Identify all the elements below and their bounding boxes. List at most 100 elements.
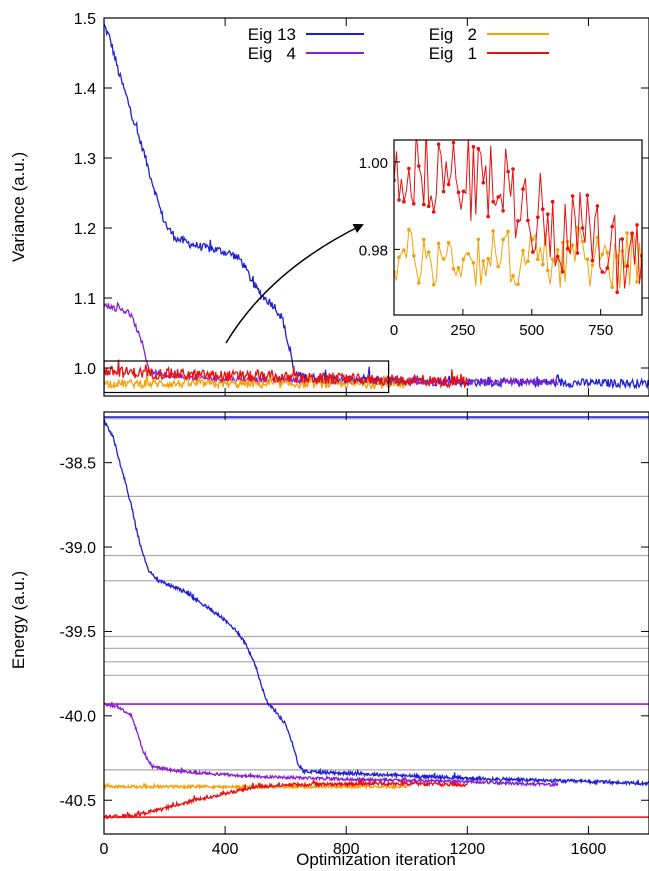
inset-series-eig2-point xyxy=(625,231,629,235)
inset-series-eig2-point xyxy=(486,256,491,261)
inset-series-eig1-point xyxy=(446,182,451,187)
inset-series-eig1-point xyxy=(486,214,491,219)
zoom-arrow xyxy=(225,224,364,344)
inset-series-eig2-point xyxy=(422,237,426,242)
inset-series-eig1-point xyxy=(476,146,481,151)
inset-series-eig2-point xyxy=(590,263,595,267)
inset-series-eig2-point xyxy=(397,255,401,259)
x-axis-label: Optimization iteration xyxy=(296,850,456,869)
inset-series-eig1-point xyxy=(630,231,634,235)
inset-series-eig1-point xyxy=(541,207,545,211)
inset-series-eig1-point xyxy=(580,226,585,230)
energy-y-tick-label: -39.0 xyxy=(60,540,97,557)
energy-x-ticks: 0 400 800 1200 1600 xyxy=(100,412,607,858)
inset-series-eig1-point xyxy=(610,224,614,229)
inset-series-eig2-point xyxy=(481,259,486,263)
inset-x-tick-label: 750 xyxy=(588,322,613,339)
inset-series-eig1-point xyxy=(605,266,610,270)
variance-inset: 0.98 1.00 0 250 500 750 xyxy=(359,135,643,339)
inset-series-eig2-point xyxy=(605,250,610,255)
inset-series-eig1-point xyxy=(501,209,505,213)
inset-x-tick-label: 0 xyxy=(390,322,398,339)
inset-series-eig2-point xyxy=(580,239,585,244)
energy-panel: -38.5 -39.0 -39.5 -40.0 -40.5 0 400 800 1200 160… xyxy=(9,411,649,869)
inset-series-eig2-point xyxy=(610,285,614,290)
inset-series-eig1-point xyxy=(575,251,580,255)
inset-series-eig2-point xyxy=(541,262,545,267)
zoom-highlight-box xyxy=(104,360,390,394)
inset-series-eig2-point xyxy=(407,227,411,232)
inset-series-eig1-point xyxy=(412,202,416,206)
inset-series-eig2-point xyxy=(570,243,575,247)
inset-series-eig2-point xyxy=(476,237,481,242)
inset-series-eig1-point xyxy=(526,218,530,223)
inset-series-eig2-point xyxy=(426,250,431,254)
inset-y-tick-label: 1.00 xyxy=(359,155,388,172)
inset-series-eig2-point xyxy=(635,280,639,284)
energy-x-tick-label: 1600 xyxy=(571,841,607,858)
energy-series-eig4 xyxy=(104,701,559,788)
energy-y-tick-label: -40.5 xyxy=(60,793,97,810)
inset-series-eig1-point xyxy=(615,290,619,295)
inset-series-eig2-point xyxy=(555,248,560,252)
energy-series-layer xyxy=(104,418,649,820)
inset-series-eig1-point xyxy=(506,169,510,174)
inset-series-eig1-point xyxy=(451,140,456,145)
energy-plot-frame xyxy=(103,411,649,835)
variance-panel: 1.0 1.1 1.2 1.3 1.4 1.5 Variance (a.u.) Eig 1… xyxy=(9,11,649,397)
inset-series-eig2-point xyxy=(417,281,421,285)
energy-series-eig1 xyxy=(104,778,468,820)
inset-series-eig1-point xyxy=(635,223,639,227)
inset-series-eig2-point xyxy=(585,257,590,262)
inset-x-tick-label: 500 xyxy=(519,322,544,339)
inset-series-eig2-point xyxy=(531,237,535,242)
inset-series-eig2-point xyxy=(521,248,525,253)
inset-series-eig1-point xyxy=(595,204,600,208)
variance-y-tick-label: 1.4 xyxy=(74,81,96,98)
energy-y-tick-label: -39.5 xyxy=(60,624,97,641)
inset-series-eig1-point xyxy=(531,250,535,254)
legend-label-eig1: Eig 1 xyxy=(429,44,477,63)
inset-series-eig1-point xyxy=(467,135,471,139)
inset-series-eig2-point xyxy=(436,241,441,246)
variance-y-tick-label: 1.1 xyxy=(74,291,96,308)
variance-x-ticks xyxy=(103,18,589,396)
inset-series-eig1-point xyxy=(600,270,605,274)
inset-series-eig1-point xyxy=(402,199,406,204)
inset-series-eig2-point xyxy=(446,240,451,245)
inset-series-eig2-point xyxy=(451,267,456,271)
inset-series-eig1-point xyxy=(436,142,441,146)
inset-series-eig1-point xyxy=(426,204,431,209)
inset-series-eig2-point xyxy=(491,229,496,233)
inset-ticks: 0.98 1.00 0 250 500 750 xyxy=(359,155,613,339)
inset-x-tick-label: 250 xyxy=(450,322,475,339)
inset-series-eig1-point xyxy=(560,270,565,274)
energy-x-tick-label: 0 xyxy=(100,841,109,858)
inset-series-eig1-point xyxy=(461,189,466,194)
inset-series-eig2-point xyxy=(402,248,406,252)
inset-series-layer xyxy=(394,135,642,295)
inset-series-eig2-point xyxy=(461,257,466,262)
inset-series-eig2-point xyxy=(526,259,530,264)
inset-series-eig2-point xyxy=(456,266,461,270)
inset-series-eig2-point xyxy=(496,264,501,269)
inset-series-eig1-point xyxy=(521,187,525,191)
inset-series-eig2-point xyxy=(471,261,476,265)
inset-series-eig2-point xyxy=(516,282,520,287)
variance-y-axis-label: Variance (a.u.) xyxy=(9,152,28,262)
inset-series-eig1-point xyxy=(516,219,520,223)
inset-series-eig1-point xyxy=(590,258,595,263)
legend: Eig 13 Eig 4 Eig 2 Eig 1 xyxy=(248,25,549,63)
inset-series-eig2-point xyxy=(501,237,505,242)
inset-series-eig2-point xyxy=(441,257,446,261)
inset-series-eig2-point xyxy=(511,273,515,278)
inset-series-eig1-point xyxy=(417,164,421,168)
inset-series-eig1-point xyxy=(456,190,461,195)
inset-series-eig2-point xyxy=(546,268,550,273)
energy-reference-lines xyxy=(104,416,649,818)
energy-y-tick-label: -40.0 xyxy=(60,709,97,726)
variance-series-layer xyxy=(104,23,649,394)
energy-y-axis-label: Energy (a.u.) xyxy=(9,571,28,669)
variance-series-eig13 xyxy=(104,23,649,390)
